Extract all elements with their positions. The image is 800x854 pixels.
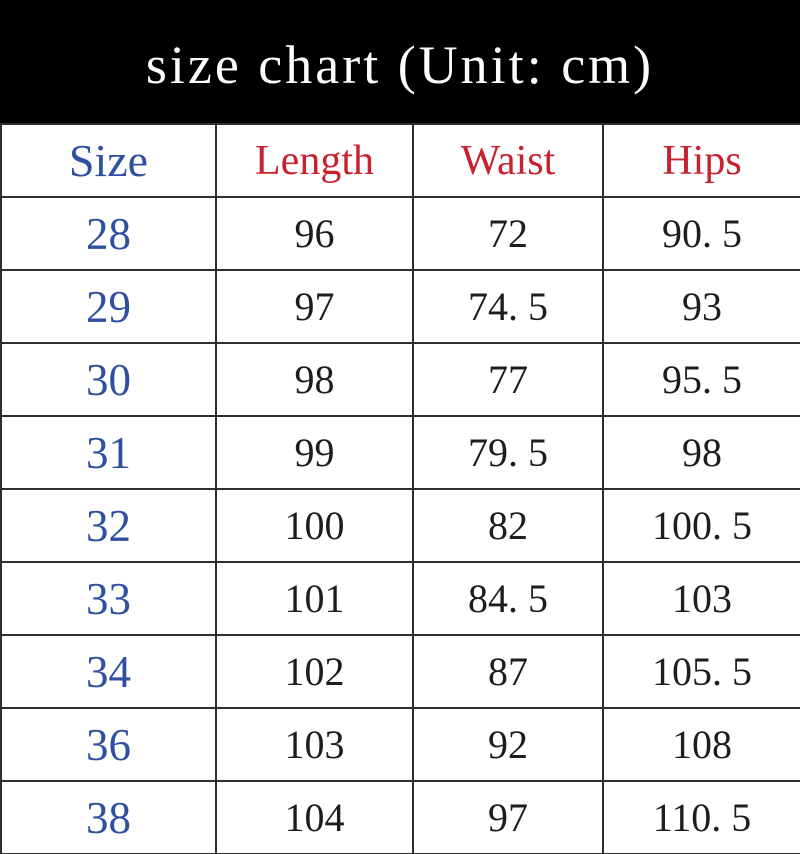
size-value: 38	[0, 780, 217, 854]
table-row-size-29: 29 97 74. 5 93	[0, 269, 800, 344]
hips-value: 105. 5	[602, 634, 800, 709]
length-value: 100	[215, 488, 414, 563]
size-value: 32	[0, 488, 217, 563]
waist-value: 97	[412, 780, 604, 854]
table-row-size-33: 33 101 84. 5 103	[0, 561, 800, 636]
table-row-size-31: 31 99 79. 5 98	[0, 415, 800, 490]
column-header-waist: Waist	[412, 123, 604, 198]
waist-value: 84. 5	[412, 561, 604, 636]
title-banner: size chart (Unit: cm)	[0, 0, 800, 123]
length-value: 99	[215, 415, 414, 490]
hips-value: 103	[602, 561, 800, 636]
page-title: size chart (Unit: cm)	[145, 34, 655, 95]
table-row-size-36: 36 103 92 108	[0, 707, 800, 782]
size-value: 31	[0, 415, 217, 490]
length-value: 104	[215, 780, 414, 854]
length-value: 96	[215, 196, 414, 271]
hips-value: 95. 5	[602, 342, 800, 417]
table-row-size-30: 30 98 77 95. 5	[0, 342, 800, 417]
size-value: 34	[0, 634, 217, 709]
size-value: 29	[0, 269, 217, 344]
hips-value: 108	[602, 707, 800, 782]
hips-value: 98	[602, 415, 800, 490]
size-value: 28	[0, 196, 217, 271]
waist-value: 77	[412, 342, 604, 417]
length-value: 98	[215, 342, 414, 417]
hips-value: 100. 5	[602, 488, 800, 563]
table-row-size-28: 28 96 72 90. 5	[0, 196, 800, 271]
size-value: 30	[0, 342, 217, 417]
header-row: Size Length Waist Hips	[0, 123, 800, 198]
size-value: 33	[0, 561, 217, 636]
waist-value: 82	[412, 488, 604, 563]
size-chart-table: Size Length Waist Hips 28 96 72 90. 5 29…	[0, 123, 800, 854]
column-header-length: Length	[215, 123, 414, 198]
table-row-size-32: 32 100 82 100. 5	[0, 488, 800, 563]
size-value: 36	[0, 707, 217, 782]
waist-value: 72	[412, 196, 604, 271]
hips-value: 93	[602, 269, 800, 344]
waist-value: 74. 5	[412, 269, 604, 344]
length-value: 102	[215, 634, 414, 709]
length-value: 101	[215, 561, 414, 636]
table-row-size-38: 38 104 97 110. 5	[0, 780, 800, 854]
length-value: 97	[215, 269, 414, 344]
table-row-size-34: 34 102 87 105. 5	[0, 634, 800, 709]
column-header-hips: Hips	[602, 123, 800, 198]
hips-value: 90. 5	[602, 196, 800, 271]
length-value: 103	[215, 707, 414, 782]
waist-value: 87	[412, 634, 604, 709]
waist-value: 92	[412, 707, 604, 782]
column-header-size: Size	[0, 123, 217, 198]
waist-value: 79. 5	[412, 415, 604, 490]
hips-value: 110. 5	[602, 780, 800, 854]
